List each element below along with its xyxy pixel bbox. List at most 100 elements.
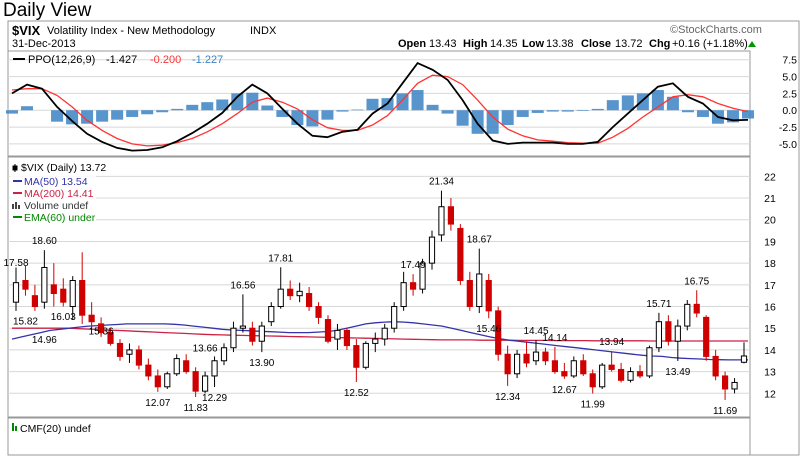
ppo-hist-bar (261, 105, 274, 111)
candle-body (409, 282, 417, 290)
candle-body (22, 279, 29, 290)
price-tick-label: 19 (764, 236, 776, 248)
ppo-hist-bar (171, 108, 184, 111)
candle-body (230, 327, 237, 349)
ppo-hist-bar (471, 110, 484, 134)
ppo-hist-bar (81, 110, 94, 124)
ppo-hist-bar (696, 110, 709, 117)
price-tick-label: 18 (764, 258, 776, 270)
candle-body (570, 360, 577, 377)
ppo-legend-signal: -0.200 (150, 54, 181, 66)
candle-body (192, 371, 199, 392)
chg-value: +0.16 (+1.18%) (672, 38, 748, 50)
price-annotation: 13.49 (665, 367, 690, 378)
price-legend-item: $VIX (Daily) 13.72 (21, 162, 106, 174)
candle-body (589, 373, 596, 388)
price-annotation: 16.75 (684, 276, 709, 287)
price-legend-item: MA(200) 14.41 (24, 188, 94, 200)
candle-body (665, 321, 672, 342)
open-label: Open (398, 38, 426, 50)
candle-body (154, 375, 161, 388)
candle-body (636, 371, 644, 377)
candle-body (126, 349, 133, 355)
candle-body (674, 325, 681, 342)
price-annotation: 15.36 (89, 326, 114, 337)
symbol-name: Volatility Index - New Methodology (47, 25, 216, 37)
candle-body (703, 316, 710, 357)
candle-body (646, 347, 653, 377)
ppo-hist-bar (486, 110, 499, 134)
price-annotations: 17.58 15.82 18.60 14.96 16.03 15.36 12.07 11.83… (3, 177, 737, 417)
candle-body (476, 273, 483, 308)
candle-body (693, 303, 700, 314)
price-annotation: 13.94 (599, 337, 624, 348)
candle-body (495, 310, 502, 355)
price-annotation: 12.67 (552, 385, 577, 396)
candle-body (740, 355, 748, 363)
ppo-hist-bar (441, 110, 454, 114)
price-legend-item: MA(50) 13.54 (24, 176, 88, 188)
candle-icon (12, 164, 18, 172)
candle-body (324, 319, 332, 342)
candle-body (315, 306, 322, 318)
candle-body (580, 360, 587, 375)
price-annotation: 12.29 (202, 393, 227, 404)
chart-date: 31-Dec-2013 (12, 38, 76, 50)
candle-body (391, 306, 398, 329)
price-annotation: 17.81 (268, 253, 293, 264)
candle-body (97, 323, 105, 334)
candle-body (164, 373, 171, 388)
ppo-legend: PPO(12,26,9) -1.427 -0.200 -1.227 (13, 54, 223, 66)
ppo-hist-bar (156, 110, 169, 113)
ppo-hist-bar (576, 110, 589, 111)
candle-body (627, 371, 634, 381)
brand-text[interactable]: ©StockCharts.com (670, 24, 762, 36)
price-annotation: 18.67 (467, 235, 492, 246)
price-tick-label: 16 (764, 302, 776, 314)
ppo-hist-bar (516, 110, 529, 117)
ppo-hist-bar (321, 110, 334, 120)
ppo-hist-bar (426, 104, 439, 111)
high-value: 14.35 (490, 38, 518, 50)
candle-body (362, 342, 369, 368)
candle-body (551, 360, 559, 373)
ppo-tick-label: 0.0 (782, 105, 797, 117)
price-tick-label: 13 (764, 367, 776, 379)
candle-body (305, 293, 313, 308)
candle-body (334, 329, 341, 340)
candle-body (617, 368, 625, 381)
candle-body (721, 375, 729, 390)
ppo-hist-bar (141, 110, 154, 115)
ppo-hist-bar (66, 110, 79, 125)
ppo-hist-bar (126, 110, 139, 117)
cmf-panel: CMF(20) undef (7, 417, 751, 456)
price-annotation: 17.58 (3, 258, 28, 269)
candle-body (107, 332, 114, 344)
stock-chart: $VIX Volatility Index - New Methodology … (3, 20, 800, 456)
price-legend: $VIX (Daily) 13.72 MA(50) 13.54 MA(200) … (10, 160, 106, 228)
price-tick-label: 15 (764, 323, 776, 335)
ppo-tick-label: -5.0 (779, 139, 797, 151)
ppo-hist-bar (456, 110, 469, 126)
candle-body (655, 321, 663, 349)
chg-label: Chg (649, 38, 670, 50)
ppo-tick-label: 7.5 (782, 55, 797, 67)
candle-body (542, 351, 549, 362)
candle-body (258, 325, 265, 342)
candle-body (608, 364, 615, 370)
open-value: 13.43 (429, 38, 457, 50)
candle-body (599, 364, 606, 388)
candle-body (12, 282, 20, 303)
ppo-legend-label: PPO(12,26,9) (28, 54, 95, 66)
candle-body (145, 364, 152, 377)
candle-body (268, 306, 275, 323)
candle-body (561, 371, 568, 377)
ppo-hist-bar (351, 109, 364, 111)
ppo-hist-bar (336, 110, 349, 112)
ppo-hist-bar (741, 110, 755, 119)
ppo-hist-bar (231, 93, 244, 111)
ma50-line (11, 321, 748, 361)
ppo-tick-label: -2.5 (779, 122, 797, 134)
candle-body (296, 290, 303, 297)
price-legend-item: Volume undef (24, 200, 88, 212)
